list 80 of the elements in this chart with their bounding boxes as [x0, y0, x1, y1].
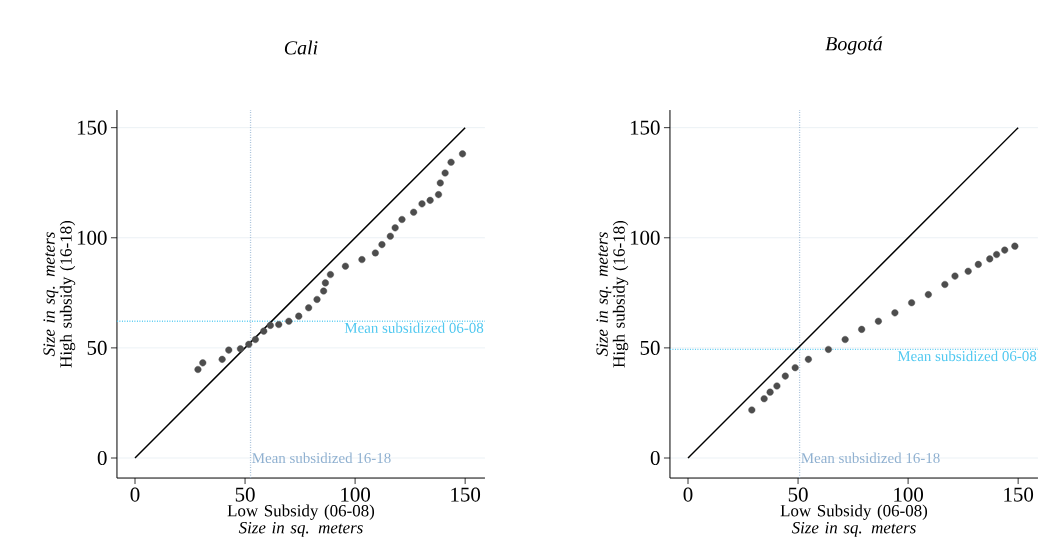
point: [435, 191, 443, 199]
x-tick-label: 0: [130, 487, 140, 502]
y-tick-label: 150: [77, 120, 107, 135]
point: [236, 345, 244, 353]
point: [358, 256, 366, 264]
point: [841, 336, 849, 344]
y-tick-label: 100: [630, 230, 660, 245]
point: [773, 382, 781, 390]
point: [459, 150, 466, 158]
point: [245, 340, 253, 348]
point: [410, 208, 418, 216]
y-axis-title: Size in sq. meters High subsidy (16-18): [43, 220, 76, 368]
point: [748, 406, 756, 414]
point: [441, 169, 449, 177]
point: [436, 179, 444, 187]
point: [986, 255, 994, 263]
point: [194, 365, 202, 373]
y-tick-label: 150: [630, 120, 660, 135]
point: [313, 295, 321, 303]
point: [371, 249, 379, 257]
point: [341, 262, 349, 270]
y-axis-title: Size in sq. meters High subsidy (16-18): [596, 220, 629, 368]
x-tick-label: 150: [1004, 487, 1034, 502]
point: [398, 215, 406, 223]
point: [781, 372, 789, 380]
point: [951, 272, 959, 280]
point: [974, 260, 982, 268]
point: [908, 299, 916, 307]
point: [1011, 242, 1019, 250]
point: [218, 355, 226, 363]
ref-line-label: Mean subsidized 16-18: [801, 452, 940, 464]
point: [225, 346, 233, 354]
point: [447, 158, 455, 166]
point: [766, 388, 774, 396]
point: [320, 287, 328, 295]
point: [941, 280, 949, 288]
ref-line-label: Mean subsidized 06-08: [897, 350, 1037, 362]
point: [858, 325, 866, 333]
x-tick-label: 150: [451, 487, 481, 502]
y-tick-label: 0: [650, 450, 660, 466]
y-tick-label: 50: [87, 340, 107, 355]
y-tick-label: 0: [97, 450, 107, 466]
chart-title: Bogotá: [825, 36, 883, 55]
point: [993, 251, 1001, 259]
point: [386, 232, 394, 240]
point: [804, 355, 812, 363]
y-tick-label: 100: [77, 230, 107, 245]
point: [326, 271, 334, 279]
point: [874, 317, 882, 325]
point: [295, 312, 303, 320]
point: [285, 317, 293, 325]
point: [824, 345, 832, 353]
point: [260, 327, 268, 335]
point: [791, 364, 799, 372]
point: [418, 200, 426, 208]
point: [391, 224, 399, 232]
point: [924, 291, 932, 299]
point: [321, 279, 329, 287]
x-tick-label: 100: [894, 487, 924, 502]
point: [426, 196, 434, 204]
point: [964, 267, 972, 275]
y-tick-label: 50: [640, 340, 660, 355]
point: [1001, 246, 1009, 254]
x-axis-title: Low Subsidy (06-08) Size in sq. meters: [780, 504, 928, 537]
point: [251, 336, 259, 344]
chart-title: Cali: [284, 40, 318, 55]
point: [891, 309, 899, 317]
ref-line-label: Mean subsidized 16-18: [252, 452, 391, 464]
ref-line-label: Mean subsidized 06-08: [344, 322, 484, 333]
point: [760, 395, 768, 403]
x-axis-title: Low Subsidy (06-08) Size in sq. meters: [227, 504, 375, 537]
point: [266, 321, 274, 329]
x-tick-label: 0: [683, 487, 693, 502]
x-tick-label: 50: [235, 487, 255, 502]
point: [305, 304, 313, 312]
x-tick-label: 100: [341, 487, 370, 502]
point: [378, 241, 386, 249]
x-tick-label: 50: [788, 487, 808, 502]
point: [199, 359, 207, 367]
point: [275, 321, 283, 329]
